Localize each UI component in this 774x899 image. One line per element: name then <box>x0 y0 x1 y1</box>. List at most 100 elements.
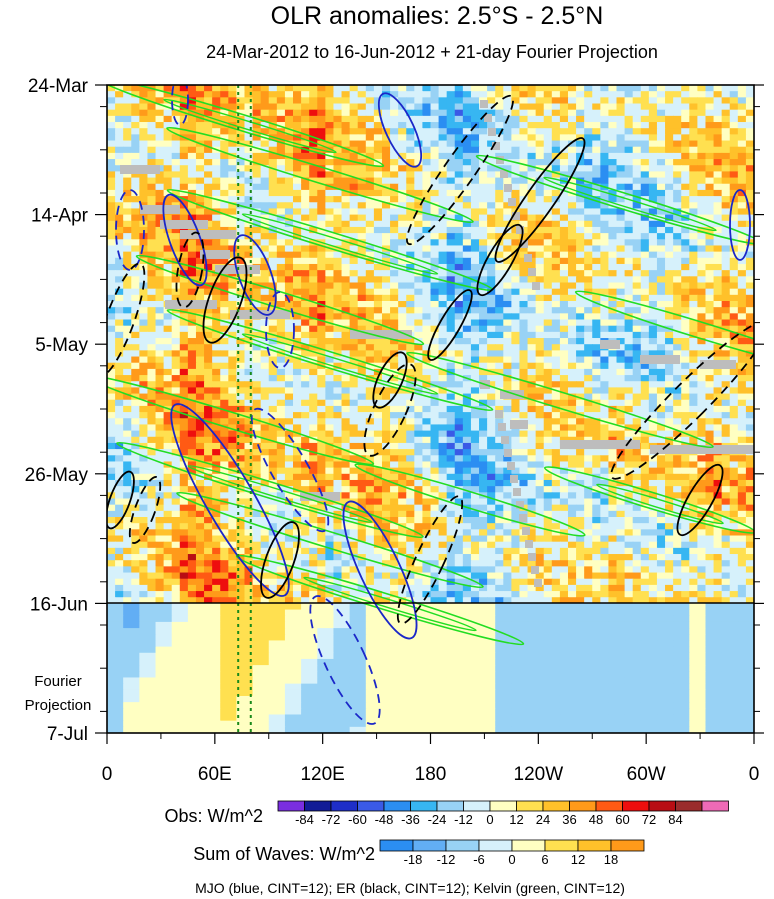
heatmap-cell <box>705 399 715 407</box>
heatmap-cell <box>519 294 529 302</box>
heatmap-cell <box>139 159 149 166</box>
heatmap-cell <box>139 356 149 364</box>
heatmap-cell <box>195 375 205 382</box>
heatmap-cell <box>212 257 221 265</box>
heatmap-cell <box>171 233 181 240</box>
heatmap-cell <box>438 226 448 234</box>
heatmap-cell <box>244 368 254 376</box>
heatmap-cell <box>681 301 690 308</box>
heatmap-cell <box>446 122 456 129</box>
heatmap-cell <box>681 171 690 179</box>
heatmap-cell <box>600 128 610 135</box>
heatmap-cell <box>608 134 618 142</box>
heatmap-cell <box>204 375 213 382</box>
heatmap-cell <box>293 449 302 456</box>
heatmap-cell <box>673 171 682 179</box>
heatmap-cell <box>260 418 270 426</box>
heatmap-cell <box>373 412 383 419</box>
heatmap-cell <box>584 257 593 265</box>
heatmap-cell <box>576 301 585 308</box>
heatmap-cell <box>179 344 189 351</box>
heatmap-cell <box>470 196 480 203</box>
heatmap-cell <box>462 430 472 438</box>
heatmap-cell <box>349 399 359 407</box>
heatmap-cell <box>252 467 262 475</box>
heatmap-cell <box>721 109 731 117</box>
heatmap-cell <box>527 338 537 345</box>
heatmap-cell <box>681 152 690 160</box>
heatmap-cell <box>341 146 351 154</box>
heatmap-cell <box>179 288 189 296</box>
heatmap-cell <box>293 301 302 308</box>
heatmap-cell <box>567 183 577 191</box>
heatmap-cell <box>519 442 529 450</box>
heatmap-cell <box>252 245 262 253</box>
heatmap-cell <box>325 165 335 172</box>
heatmap-cell <box>584 344 593 351</box>
heatmap-cell <box>171 344 181 351</box>
heatmap-cell <box>470 183 480 191</box>
heatmap-cell <box>220 140 229 148</box>
heatmap-cell <box>228 362 237 370</box>
heatmap-cell <box>697 455 707 463</box>
heatmap-cell <box>139 103 149 111</box>
heatmap-cell <box>422 103 432 111</box>
heatmap-cell <box>430 313 440 321</box>
heatmap-cell <box>107 214 116 222</box>
heatmap-cell <box>632 103 642 111</box>
heatmap-cell <box>195 319 205 327</box>
heatmap-cell <box>325 177 335 185</box>
heatmap-cell <box>244 387 254 395</box>
heatmap-cell <box>236 325 246 333</box>
heatmap-cell <box>430 405 440 413</box>
heatmap-cell <box>147 331 157 339</box>
heatmap-cell <box>616 263 626 271</box>
heatmap-cell <box>632 220 642 228</box>
heatmap-cell <box>721 331 731 339</box>
heatmap-cell <box>333 405 343 413</box>
heatmap-cell <box>729 109 739 117</box>
heatmap-cell <box>204 350 213 358</box>
heatmap-cell <box>745 319 754 327</box>
heatmap-cell <box>648 362 658 370</box>
heatmap-cell <box>745 257 754 265</box>
heatmap-cell <box>665 177 674 185</box>
heatmap-cell <box>406 325 415 333</box>
heatmap-cell <box>398 436 407 444</box>
heatmap-cell <box>252 356 262 364</box>
heatmap-cell <box>163 91 173 98</box>
heatmap-cell <box>519 331 529 339</box>
heatmap-cell <box>179 393 189 401</box>
heatmap-cell <box>260 449 270 456</box>
heatmap-cell <box>430 239 440 247</box>
heatmap-cell <box>648 165 658 172</box>
heatmap-cell <box>406 338 415 345</box>
heatmap-cell <box>470 455 480 463</box>
heatmap-cell <box>487 245 496 253</box>
heatmap-cell <box>195 430 205 438</box>
heatmap-cell <box>381 313 391 321</box>
heatmap-cell <box>648 387 658 395</box>
heatmap-cell <box>503 159 512 166</box>
heatmap-cell <box>260 245 270 253</box>
heatmap-cell <box>495 362 504 370</box>
heatmap-cell <box>608 263 618 271</box>
heatmap-cell <box>632 177 642 185</box>
heatmap-cell <box>212 461 221 469</box>
heatmap-cell <box>438 159 448 166</box>
heatmap-cell <box>576 405 585 413</box>
heatmap-cell <box>244 115 254 123</box>
heatmap-cell <box>171 455 181 463</box>
heatmap-cell <box>187 368 197 376</box>
heatmap-cell <box>503 381 512 388</box>
heatmap-cell <box>737 257 747 265</box>
heatmap-cell <box>357 276 367 284</box>
heatmap-cell <box>479 122 488 129</box>
heatmap-cell <box>430 375 440 382</box>
heatmap-cell <box>422 313 432 321</box>
heatmap-cell <box>381 449 391 456</box>
heatmap-cell <box>454 344 464 351</box>
heatmap-cell <box>147 430 157 438</box>
heatmap-cell <box>422 122 432 129</box>
heatmap-cell <box>204 387 213 395</box>
